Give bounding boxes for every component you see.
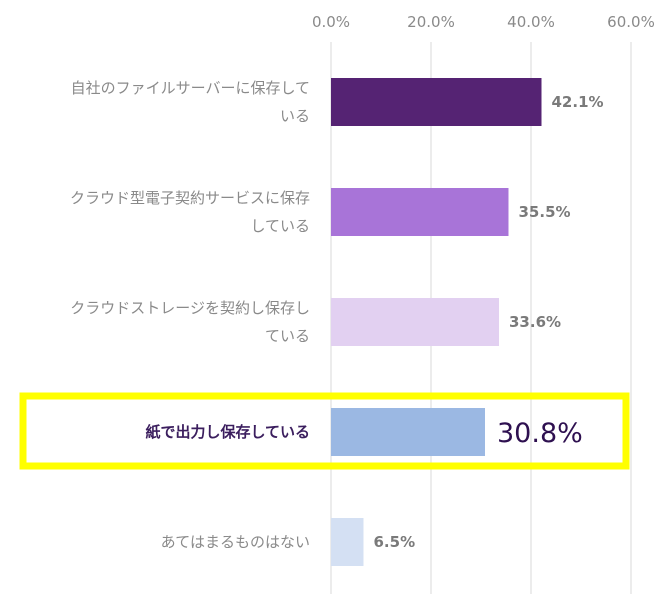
category-label: 紙で出力し保存している (145, 423, 310, 441)
bars (331, 78, 542, 566)
category-label: ている (265, 327, 310, 345)
value-label: 30.8% (497, 418, 583, 449)
bar-2 (331, 188, 509, 236)
category-label: クラウドストレージを契約し保存し (70, 299, 310, 317)
bar-1 (331, 78, 542, 126)
value-labels: 42.1% 35.5% 33.6% 30.8% 6.5% (374, 93, 604, 551)
bar-3 (331, 298, 499, 346)
x-tick-label: 60.0% (607, 13, 655, 31)
value-label: 6.5% (374, 533, 416, 551)
highlight-box-layer (19, 392, 630, 470)
category-label: あてはまるものはない (161, 533, 310, 551)
bar-4 (331, 408, 485, 456)
x-tick-label: 20.0% (407, 13, 455, 31)
bar-5 (331, 518, 364, 566)
category-labels: 自社のファイルサーバーに保存しているクラウド型電子契約サービスに保存しているクラ… (70, 79, 310, 551)
category-label: 自社のファイルサーバーに保存して (71, 79, 310, 97)
value-label: 35.5% (519, 203, 571, 221)
category-label: している (250, 217, 310, 235)
category-label: クラウド型電子契約サービスに保存 (70, 189, 310, 207)
value-label: 33.6% (509, 313, 561, 331)
x-axis-ticks: 0.0% 20.0% 40.0% 60.0% (312, 13, 655, 31)
highlight-box (19, 392, 630, 470)
category-label: いる (280, 107, 310, 125)
value-label: 42.1% (552, 93, 604, 111)
x-tick-label: 0.0% (312, 13, 350, 31)
x-tick-label: 40.0% (507, 13, 555, 31)
